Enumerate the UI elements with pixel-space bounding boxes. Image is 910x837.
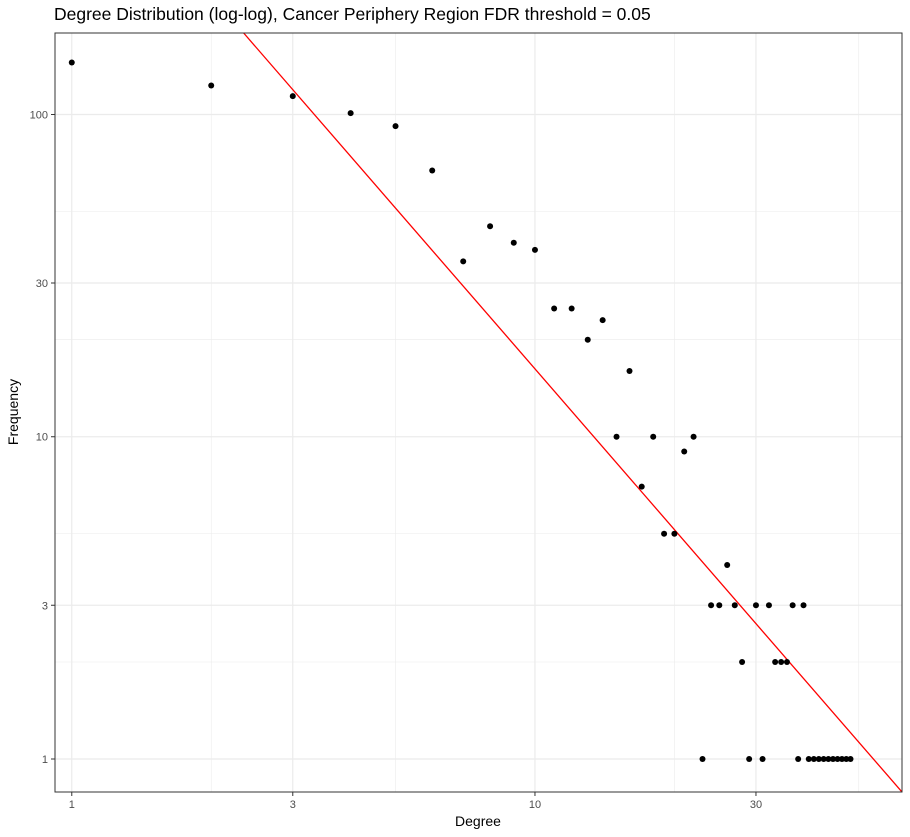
y-axis-ticks: 1 3 10 30 100 xyxy=(30,109,55,766)
data-point xyxy=(825,756,832,763)
y-tick-label: 1 xyxy=(42,754,48,766)
data-point xyxy=(847,756,854,763)
data-point xyxy=(810,756,817,763)
data-point xyxy=(208,82,215,89)
data-point xyxy=(289,93,296,100)
y-tick-label: 100 xyxy=(30,109,48,121)
data-point xyxy=(681,448,688,455)
y-tick-label: 10 xyxy=(36,432,48,444)
data-point xyxy=(789,602,796,609)
data-point xyxy=(716,602,723,609)
data-point xyxy=(661,530,668,537)
chart-title: Degree Distribution (log-log), Cancer Pe… xyxy=(54,4,651,24)
data-point xyxy=(724,561,731,568)
data-point xyxy=(778,658,785,665)
data-point xyxy=(752,602,759,609)
data-point xyxy=(392,123,399,130)
y-tick-label: 3 xyxy=(42,600,48,612)
data-point xyxy=(708,602,715,609)
data-points xyxy=(68,59,854,763)
data-point xyxy=(638,483,645,490)
data-point xyxy=(671,530,678,537)
y-axis-title: Frequency xyxy=(5,379,21,445)
x-axis-ticks: 1 3 10 30 xyxy=(69,792,762,811)
data-point xyxy=(599,317,606,324)
data-point xyxy=(795,756,802,763)
data-point xyxy=(772,658,779,665)
x-tick-label: 10 xyxy=(529,799,541,811)
data-point xyxy=(830,756,837,763)
x-axis-title: Degree xyxy=(455,813,501,829)
data-point xyxy=(584,336,591,343)
data-point xyxy=(834,756,841,763)
data-point xyxy=(551,305,558,312)
data-point xyxy=(731,602,738,609)
data-point xyxy=(510,239,517,246)
data-point xyxy=(746,756,753,763)
data-point xyxy=(690,433,697,440)
gridlines xyxy=(55,33,902,792)
data-point xyxy=(739,658,746,665)
data-point xyxy=(626,367,633,374)
data-point xyxy=(765,602,772,609)
data-point xyxy=(699,756,706,763)
data-point xyxy=(815,756,822,763)
fit-line-layer xyxy=(243,33,902,792)
x-tick-label: 1 xyxy=(69,799,75,811)
data-point xyxy=(838,756,845,763)
panel-border xyxy=(54,32,903,793)
y-tick-label: 30 xyxy=(36,278,48,290)
data-point xyxy=(820,756,827,763)
data-point xyxy=(650,433,657,440)
data-point xyxy=(531,246,538,253)
x-tick-label: 30 xyxy=(750,799,762,811)
data-point xyxy=(568,305,575,312)
data-point xyxy=(783,658,790,665)
x-tick-label: 3 xyxy=(290,799,296,811)
data-point xyxy=(759,756,766,763)
data-point xyxy=(613,433,620,440)
data-point xyxy=(347,110,354,117)
data-point xyxy=(487,223,494,230)
data-point xyxy=(800,602,807,609)
data-point xyxy=(68,59,75,66)
power-law-fit-line xyxy=(243,33,902,792)
data-point xyxy=(460,258,467,265)
data-point xyxy=(429,167,436,174)
data-point xyxy=(843,756,850,763)
data-point xyxy=(805,756,812,763)
